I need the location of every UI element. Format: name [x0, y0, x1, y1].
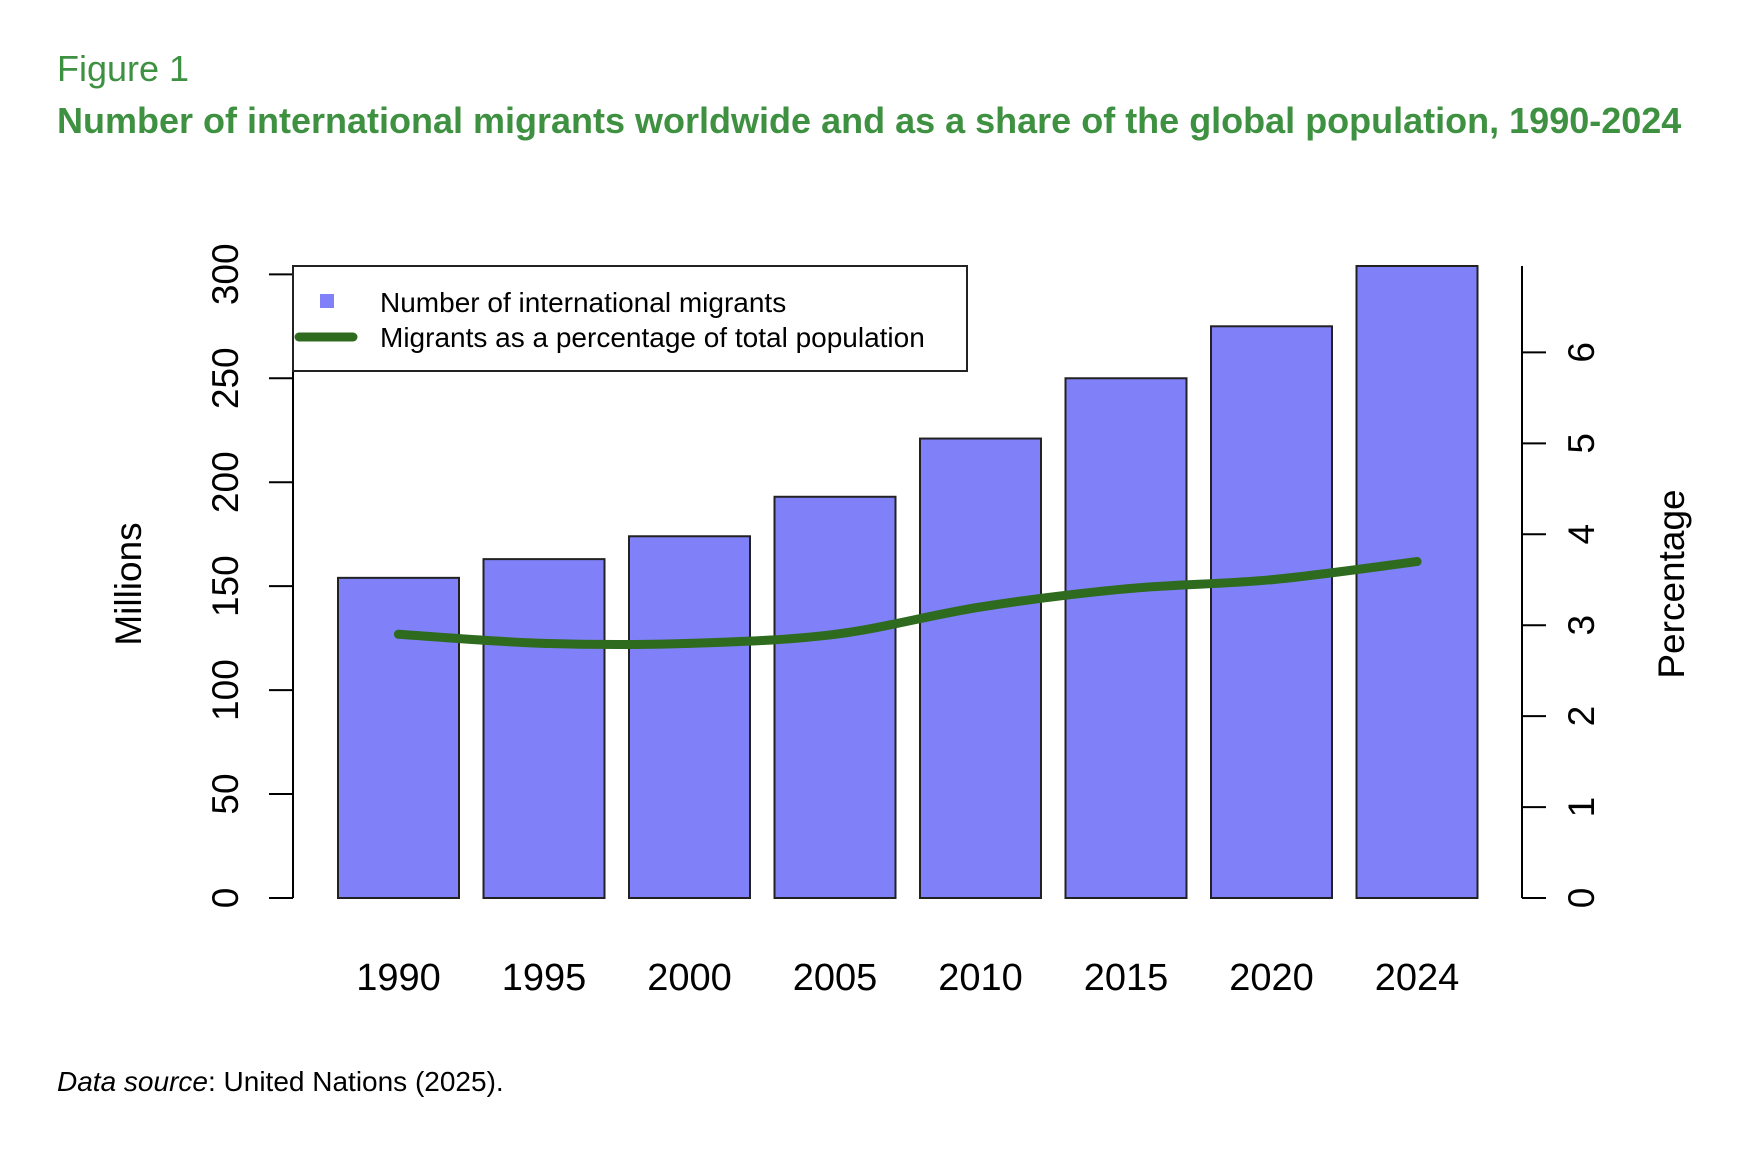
right-tick-label-1: 1: [1561, 797, 1602, 818]
line-layer: [394, 557, 1422, 650]
data-source-label: Data source: [57, 1066, 208, 1097]
legend-label-line: Migrants as a percentage of total popula…: [380, 322, 925, 353]
percentage-point-2020: [1267, 575, 1276, 585]
percentage-point-2005: [830, 629, 840, 639]
bar-1990: [337, 576, 460, 899]
x-tick-label-2000: 2000: [647, 957, 732, 999]
percentage-point-2010: [976, 602, 985, 612]
bars-layer: [337, 265, 1479, 900]
left-tick-label-200: 200: [205, 451, 246, 513]
y-axis-label-right: Percentage: [1651, 489, 1692, 678]
x-tick-label-2015: 2015: [1084, 957, 1169, 999]
percentage-line: [394, 557, 1422, 650]
x-tick-label-2020: 2020: [1229, 957, 1314, 999]
right-tick-label-6: 6: [1561, 342, 1602, 363]
right-tick-label-5: 5: [1561, 433, 1602, 454]
left-tick-label-0: 0: [205, 888, 246, 909]
x-tick-label-2024: 2024: [1375, 957, 1460, 999]
right-tick-label-3: 3: [1561, 615, 1602, 636]
data-source-text: : United Nations (2025).: [207, 1066, 504, 1097]
x-tick-label-1995: 1995: [502, 957, 587, 999]
x-tick-label-2005: 2005: [793, 957, 878, 999]
data-source-note: Data source: United Nations (2025).: [57, 1066, 504, 1098]
left-tick-label-300: 300: [205, 243, 246, 305]
bar-2015: [1064, 377, 1188, 899]
right-tick-label-4: 4: [1561, 524, 1602, 545]
figure-title: Number of international migrants worldwi…: [57, 100, 1682, 141]
bar-2020: [1210, 325, 1333, 899]
percentage-point-1990: [394, 629, 403, 639]
left-tick-label-150: 150: [205, 555, 246, 617]
x-tick-label-2010: 2010: [938, 957, 1023, 999]
legend-label-bars: Number of international migrants: [380, 287, 786, 318]
axes-layer: 1990 1995 2000 2005 2010 2015 2020 202405010015…: [108, 243, 1692, 999]
bar-2024: [1355, 265, 1479, 899]
percentage-point-2000: [685, 638, 694, 648]
legend-swatch-bars: [320, 294, 334, 308]
right-tick-label-2: 2: [1561, 706, 1602, 727]
left-tick-label-100: 100: [205, 659, 246, 721]
x-tick-label-1990: 1990: [356, 957, 441, 999]
bar-2000: [628, 535, 751, 900]
y-axis-label-left: Millions: [108, 522, 149, 645]
right-tick-label-0: 0: [1561, 888, 1602, 909]
percentage-point-1995: [539, 638, 549, 648]
left-tick-label-50: 50: [205, 773, 246, 814]
legend: Number of international migrants Migrants…: [292, 265, 968, 372]
legend-box: [292, 265, 968, 372]
percentage-point-2024: [1412, 557, 1422, 567]
figure-label: Figure 1: [57, 48, 190, 89]
left-tick-label-250: 250: [205, 347, 246, 409]
bar-2010: [919, 437, 1042, 899]
bar-1995: [482, 558, 606, 899]
bar-2005: [773, 495, 897, 899]
percentage-point-2015: [1121, 584, 1131, 594]
